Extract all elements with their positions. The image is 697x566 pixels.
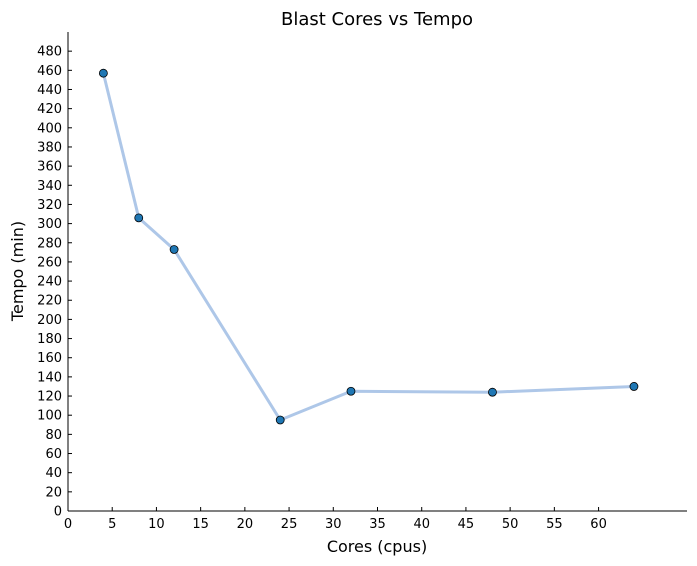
- x-tick-label: 55: [546, 517, 563, 532]
- x-tick-label: 40: [413, 517, 430, 532]
- y-tick-label: 0: [54, 505, 62, 520]
- x-tick-label: 30: [325, 517, 342, 532]
- y-tick-label: 40: [45, 466, 62, 481]
- data-point: [169, 245, 179, 254]
- x-tick-label: 20: [237, 517, 254, 532]
- y-tick-label: 400: [37, 121, 62, 136]
- y-tick-label: 340: [37, 179, 62, 194]
- x-tick-label: 35: [369, 517, 386, 532]
- x-tick-label: 45: [458, 517, 475, 532]
- y-tick-label: 300: [37, 217, 62, 232]
- y-tick-label: 160: [37, 351, 62, 366]
- y-tick-label: 480: [37, 45, 62, 60]
- y-tick-label: 460: [37, 64, 62, 79]
- data-point: [629, 382, 639, 391]
- x-tick-label: 0: [64, 517, 72, 532]
- y-tick-label: 420: [37, 102, 62, 117]
- chart-title: Blast Cores vs Tempo: [281, 9, 473, 30]
- axes: [67, 32, 687, 512]
- y-tick-label: 200: [37, 313, 62, 328]
- x-tick-label: 10: [148, 517, 165, 532]
- data-point: [98, 68, 108, 78]
- y-tick-label: 20: [45, 485, 62, 500]
- x-tick-label: 25: [281, 517, 298, 532]
- y-tick-label: 320: [37, 198, 62, 213]
- y-axis-label: Tempo (min): [8, 221, 27, 322]
- y-tick-label: 440: [37, 83, 62, 98]
- ticks: 0 5 10 15 20 25 30 35 40 45 50 55 60 0 20 40 60 80 100 120 1…: [37, 45, 607, 532]
- y-tick-label: 120: [37, 390, 62, 405]
- y-tick-label: 280: [37, 236, 62, 251]
- x-tick-label: 60: [590, 517, 607, 532]
- x-tick-label: 5: [108, 517, 116, 532]
- x-tick-label: 50: [502, 517, 519, 532]
- series-line: [101, 72, 635, 422]
- y-tick-label: 380: [37, 140, 62, 155]
- data-point: [346, 386, 356, 396]
- x-axis-label: Cores (cpus): [327, 537, 427, 556]
- y-tick-label: 100: [37, 409, 62, 424]
- y-tick-label: 220: [37, 294, 62, 309]
- x-tick-label: 15: [192, 517, 209, 532]
- y-tick-label: 60: [45, 447, 62, 462]
- y-tick-label: 260: [37, 255, 62, 270]
- y-tick-label: 140: [37, 370, 62, 385]
- y-tick-label: 180: [37, 332, 62, 347]
- series: [98, 68, 639, 425]
- y-tick-label: 360: [37, 160, 62, 175]
- data-point: [134, 213, 144, 223]
- y-tick-label: 80: [45, 428, 62, 443]
- data-point: [275, 415, 285, 425]
- y-tick-label: 240: [37, 275, 62, 290]
- data-point: [488, 387, 497, 397]
